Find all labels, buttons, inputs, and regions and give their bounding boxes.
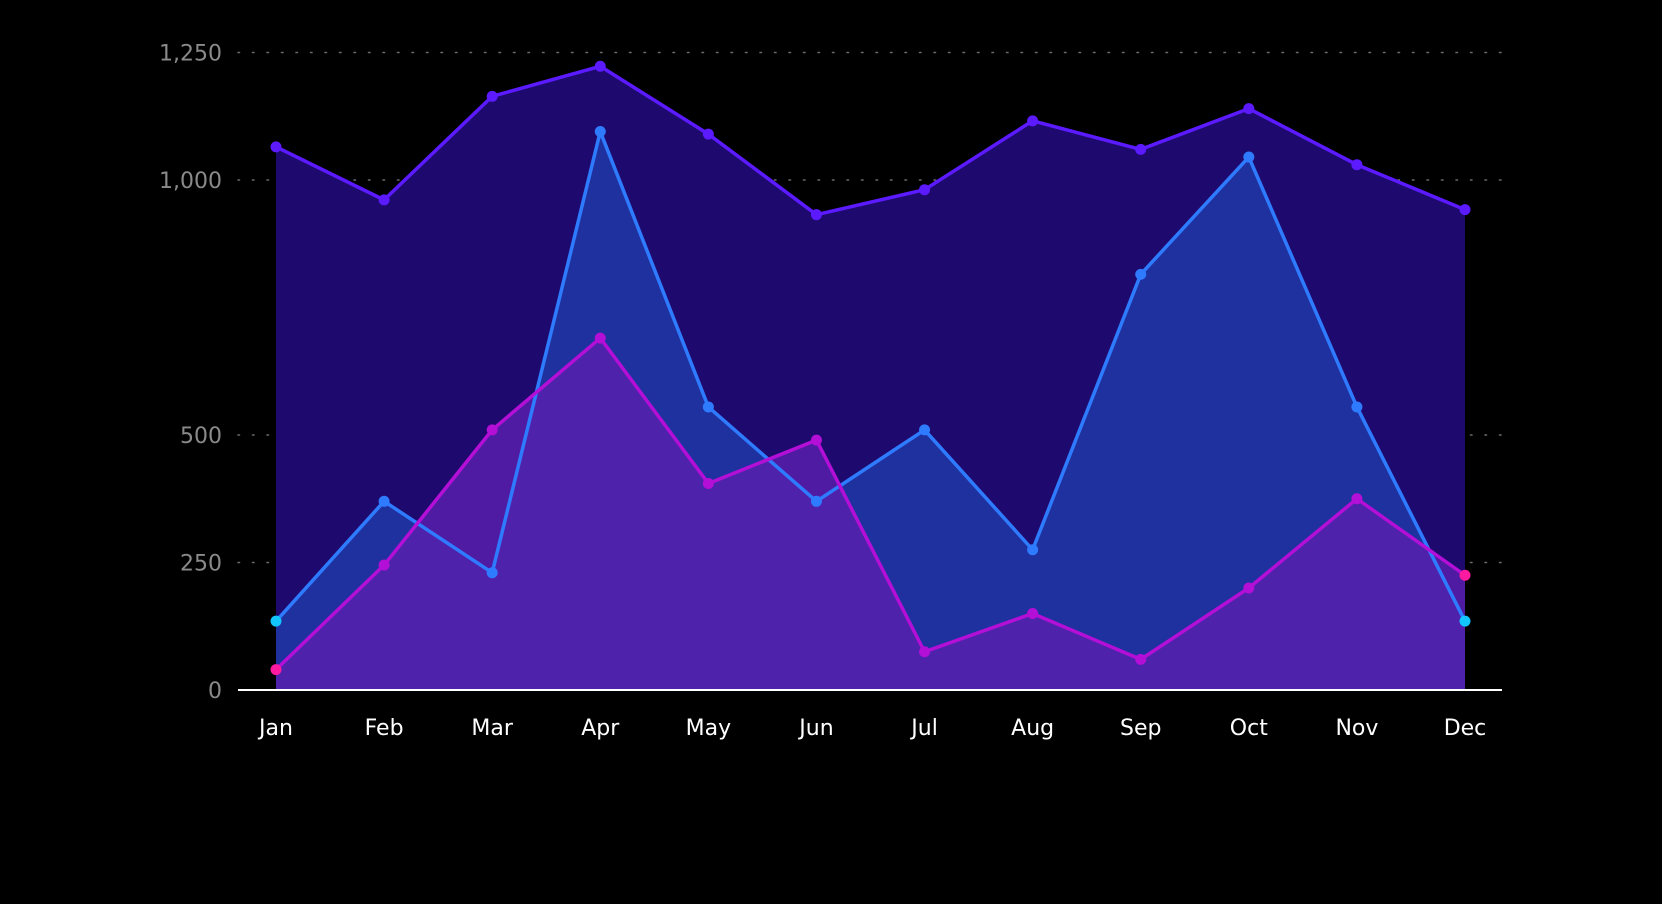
series-1-point-jul — [919, 184, 931, 196]
series-2-point-oct — [1243, 151, 1255, 163]
series-3-point-jul — [919, 646, 931, 658]
y-tick-label: 250 — [180, 552, 222, 577]
series-lines — [274, 64, 1467, 672]
x-tick-label-apr: Apr — [581, 716, 620, 741]
x-tick-label-feb: Feb — [365, 716, 404, 741]
series-areas — [276, 66, 1465, 691]
series-3-point-aug — [1027, 608, 1039, 619]
series-2-line — [274, 129, 1467, 623]
series-2-point-sep — [1135, 268, 1147, 280]
series-1-point-mar — [486, 90, 498, 102]
series-1-point-dec — [1459, 204, 1471, 216]
series-1-point-sep — [1135, 143, 1147, 155]
y-axis-ticks: 0 250 500 1,000 1,250 — [159, 42, 222, 705]
y-tick-label: 500 — [180, 424, 222, 449]
series-3-point-may — [702, 477, 714, 489]
x-tick-label-oct: Oct — [1230, 716, 1268, 741]
series-3-point-oct — [1243, 582, 1255, 594]
series-2-point-jan — [270, 615, 282, 627]
series-1-line — [274, 64, 1467, 217]
series-2-point-mar — [486, 567, 498, 579]
x-tick-label-nov: Nov — [1335, 716, 1378, 741]
y-tick-label: 0 — [208, 679, 222, 704]
y-tick-label: 1,250 — [159, 42, 222, 67]
series-2-point-may — [702, 401, 714, 413]
x-tick-label-sep: Sep — [1120, 716, 1161, 741]
series-2-point-dec — [1459, 615, 1471, 627]
series-1-point-aug — [1027, 115, 1039, 127]
series-1-point-jan — [270, 141, 282, 153]
series-2-point-nov — [1351, 401, 1363, 413]
series-1-point-may — [702, 128, 714, 140]
x-tick-label-jan: Jan — [257, 716, 293, 741]
series-2-point-jun — [810, 495, 822, 507]
series-3-point-jun — [810, 434, 822, 446]
series-2-point-jul — [919, 424, 931, 436]
series-2-point-apr — [594, 126, 606, 138]
series-3-point-mar — [486, 424, 498, 436]
series-3-point-apr — [594, 332, 606, 344]
series-3-point-dec — [1459, 569, 1471, 581]
series-1-point-apr — [594, 60, 606, 72]
x-tick-label-jun: Jun — [797, 716, 833, 741]
series-3-point-feb — [378, 559, 390, 571]
series-1-point-nov — [1351, 159, 1363, 171]
series-1-point-feb — [378, 194, 390, 206]
x-tick-label-aug: Aug — [1011, 716, 1054, 741]
series-3-area — [276, 338, 1465, 690]
series-3-line — [274, 336, 1467, 672]
series-3-point-jan — [270, 664, 282, 676]
x-tick-label-dec: Dec — [1444, 716, 1487, 741]
series-2-point-aug — [1027, 544, 1039, 556]
x-tick-label-jul: Jul — [909, 716, 938, 741]
series-3-point-nov — [1351, 493, 1363, 505]
series-2-point-feb — [378, 495, 390, 507]
x-tick-label-mar: Mar — [471, 716, 513, 741]
series-1-point-jun — [810, 209, 822, 221]
series-1-point-oct — [1243, 103, 1255, 115]
series-3-point-sep — [1135, 653, 1147, 665]
x-axis-ticks: Jan Feb Mar Apr May Jun Jul Aug Sep Oct Nov Dec — [257, 716, 1486, 741]
x-tick-label-may: May — [686, 716, 731, 741]
y-tick-label: 1,000 — [159, 169, 222, 194]
series-markers — [270, 60, 1471, 676]
